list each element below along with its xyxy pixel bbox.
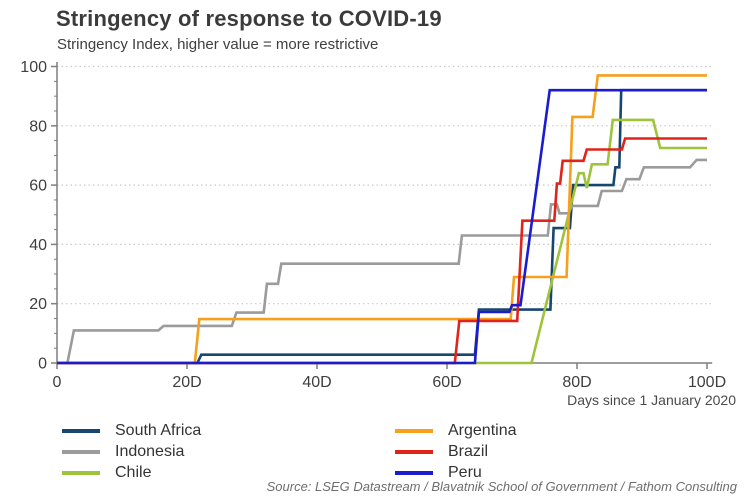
legend-item-chile: Chile	[62, 462, 201, 483]
legend-label: South Africa	[115, 421, 202, 439]
chile-line-swatch	[62, 470, 100, 475]
y-tick-label: 80	[29, 118, 47, 135]
chart-legend: South Africa Indonesia Chile Argentina B…	[0, 420, 750, 483]
x-tick-label: 40D	[302, 374, 331, 391]
source-attribution: Source: LSEG Datastream / Blavatnik Scho…	[266, 479, 737, 494]
chart-title: Stringency of response to COVID-19	[56, 6, 442, 31]
y-tick-label: 40	[29, 237, 47, 254]
x-tick-label: 20D	[172, 374, 201, 391]
series-line-brazil	[57, 137, 707, 365]
y-tick-label: 100	[20, 59, 47, 76]
brazil-line-swatch	[395, 449, 433, 454]
x-tick-label: 60D	[432, 374, 461, 391]
series-line-chile	[57, 118, 707, 365]
legend-item-south-africa: South Africa	[62, 420, 201, 441]
x-tick-label: 0	[53, 374, 62, 391]
legend-item-peru: Peru	[395, 462, 517, 483]
indonesia-line-swatch	[62, 449, 100, 454]
line-chart-plot-area: 0 20 40 60 80 100 0 20D 40D 60D 80D 100D	[20, 59, 726, 391]
series-line-peru	[57, 88, 707, 365]
argentina-line-swatch	[395, 428, 433, 433]
south-africa-line-swatch	[62, 428, 100, 433]
peru-line-swatch	[395, 470, 433, 475]
y-tick-label: 20	[29, 296, 47, 313]
legend-column-right: Argentina Brazil Peru	[395, 420, 517, 483]
legend-label: Argentina	[448, 421, 517, 439]
y-tick-label: 60	[29, 178, 47, 195]
y-tick-label: 0	[38, 356, 47, 373]
legend-column-left: South Africa Indonesia Chile	[62, 420, 201, 483]
legend-item-argentina: Argentina	[395, 420, 517, 441]
legend-label: Peru	[448, 463, 482, 481]
chart-subtitle: Stringency Index, higher value = more re…	[57, 36, 379, 53]
x-axis-label: Days since 1 January 2020	[567, 392, 736, 408]
legend-item-brazil: Brazil	[395, 441, 517, 462]
x-tick-label: 80D	[562, 374, 591, 391]
legend-label: Chile	[115, 463, 152, 481]
x-tick-label: 100D	[688, 374, 726, 391]
series-line-argentina	[57, 74, 707, 365]
series-line-indonesia	[57, 158, 707, 365]
legend-item-indonesia: Indonesia	[62, 441, 201, 462]
series-line-south-africa	[57, 88, 707, 365]
legend-label: Brazil	[448, 442, 489, 460]
legend-label: Indonesia	[115, 442, 185, 460]
